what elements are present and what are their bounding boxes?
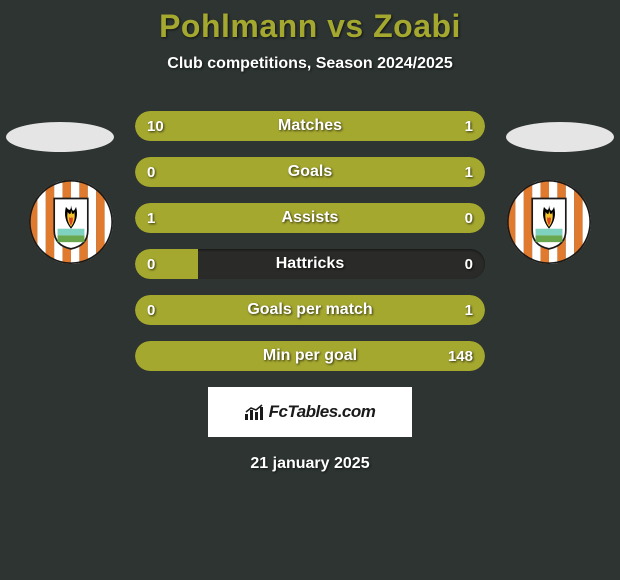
stat-row: Min per goal148 [135,341,485,371]
watermark-text: FcTables.com [269,402,376,422]
stat-row: Goals per match01 [135,295,485,325]
page-title: Pohlmann vs Zoabi [0,8,620,45]
bar-fill-right [198,295,485,325]
stat-row: Hattricks00 [135,249,485,279]
bar-fill-left [135,111,433,141]
bar-fill-right [422,203,485,233]
stat-row: Goals01 [135,157,485,187]
club-badge-right [507,180,591,264]
player-oval-left [6,122,114,152]
bar-fill-right [433,111,486,141]
bar-fill-left [135,295,198,325]
player-oval-right [506,122,614,152]
bar-fill-left [135,249,198,279]
bar-fill-left [135,341,485,371]
bar-fill-left [135,203,422,233]
date-line: 21 january 2025 [0,455,620,473]
watermark: FcTables.com [208,387,412,437]
bar-fill-right [198,157,485,187]
stat-row: Assists10 [135,203,485,233]
stat-row: Matches101 [135,111,485,141]
page-subtitle: Club competitions, Season 2024/2025 [0,55,620,73]
club-badge-left [29,180,113,264]
chart-icon [245,404,265,420]
stat-value-right: 0 [465,249,473,279]
comparison-bars: Matches101 Goals01 Assists10 Hattricks00 Goa… [135,111,485,371]
bar-fill-left [135,157,198,187]
